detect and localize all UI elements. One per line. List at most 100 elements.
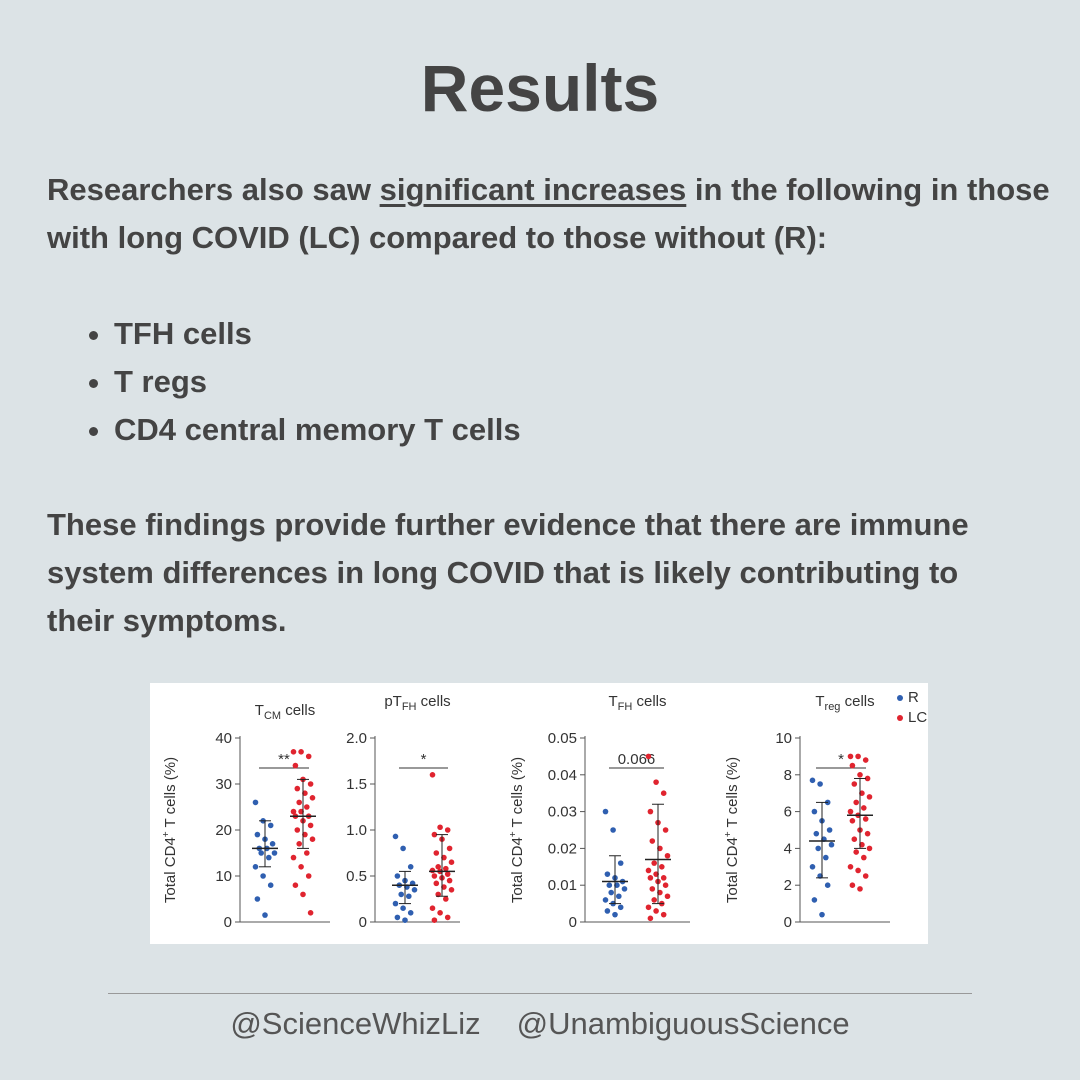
- data-point: [610, 827, 616, 833]
- y-tick-label: 10: [215, 868, 232, 885]
- intro-text: in the following in those with long COVI…: [47, 172, 1050, 255]
- title-sub: CM: [264, 710, 281, 722]
- data-point: [294, 785, 301, 792]
- data-point: [271, 850, 278, 856]
- data-point: [433, 850, 440, 856]
- bullet: CD4 central memory T cells: [114, 406, 521, 454]
- data-point: [294, 827, 301, 833]
- title-sub: FH: [618, 701, 633, 713]
- y-axis-label: Total CD4+ T cells (%): [723, 757, 741, 903]
- data-point: [616, 893, 622, 900]
- data-point: [660, 790, 667, 796]
- data-point: [862, 816, 869, 822]
- data-point: [811, 897, 818, 903]
- data-point: [813, 830, 820, 837]
- data-point: [645, 904, 652, 911]
- data-point: [394, 914, 401, 921]
- data-point: [659, 864, 665, 870]
- label-main: Total CD4: [509, 837, 526, 903]
- data-point: [305, 873, 312, 879]
- data-point: [849, 882, 856, 888]
- data-point: [305, 753, 312, 760]
- data-point: [290, 808, 297, 815]
- y-tick-label: 2: [784, 877, 792, 894]
- data-point: [444, 871, 451, 877]
- data-point: [653, 908, 659, 914]
- data-point: [851, 781, 858, 787]
- data-point: [828, 841, 835, 848]
- data-point: [292, 882, 299, 888]
- data-point: [400, 905, 406, 911]
- data-point: [443, 865, 449, 872]
- label-sup: +: [161, 831, 172, 837]
- divider: [108, 993, 972, 994]
- data-point: [809, 864, 816, 870]
- y-tick-label: 8: [784, 767, 792, 784]
- data-point: [267, 882, 274, 888]
- data-point: [823, 854, 829, 861]
- data-point: [608, 889, 614, 896]
- title-main: T: [815, 693, 824, 710]
- y-tick-label: 30: [215, 776, 232, 793]
- data-point: [298, 749, 304, 755]
- data-point: [407, 910, 414, 916]
- data-point: [444, 827, 451, 833]
- title-tail: cells: [281, 702, 315, 719]
- data-point: [392, 900, 399, 907]
- title-sub: FH: [402, 701, 417, 713]
- y-tick-label: 0: [569, 914, 577, 931]
- legend-label: LC: [908, 709, 927, 726]
- data-point: [617, 860, 624, 866]
- data-point: [645, 753, 652, 760]
- data-point: [849, 762, 856, 769]
- data-point: [647, 808, 654, 815]
- data-point: [651, 860, 657, 866]
- y-tick-label: 4: [784, 840, 792, 857]
- data-point: [862, 873, 869, 879]
- y-tick-label: 1.0: [346, 822, 367, 839]
- data-point: [398, 891, 404, 898]
- data-point: [864, 830, 871, 837]
- data-point: [431, 873, 438, 879]
- panel-title: TFH cells: [608, 693, 666, 713]
- data-point: [402, 917, 408, 923]
- data-point: [262, 912, 268, 918]
- y-tick-label: 40: [215, 730, 232, 747]
- footer: @ScienceWhizLiz @UnambiguousScience: [0, 1006, 1080, 1042]
- data-point: [448, 887, 455, 893]
- data-point: [815, 845, 821, 852]
- y-tick-label: 0.04: [548, 767, 577, 784]
- data-point: [290, 854, 297, 861]
- data-point: [446, 845, 453, 852]
- handle: @ScienceWhizLiz: [230, 1006, 481, 1041]
- label-tail: T cells (%): [162, 757, 179, 831]
- significance-label: *: [838, 751, 844, 768]
- bullet: T regs: [114, 358, 521, 406]
- data-point: [254, 896, 261, 902]
- data-point: [819, 911, 825, 918]
- data-point: [411, 887, 418, 893]
- y-tick-label: 0.03: [548, 804, 577, 821]
- title-main: pT: [384, 693, 402, 710]
- data-point: [849, 818, 856, 824]
- legend-marker: [897, 695, 903, 701]
- data-point: [649, 838, 656, 844]
- data-point: [861, 805, 867, 811]
- emphasis: significant increases: [379, 172, 687, 207]
- panel-title: TCM cells: [255, 702, 315, 722]
- title: Results: [420, 51, 660, 125]
- panel-title: Treg cells: [815, 693, 874, 713]
- data-point: [647, 915, 654, 922]
- legend-label: R: [908, 689, 919, 706]
- data-point: [444, 914, 451, 921]
- data-point: [292, 762, 299, 769]
- data-point: [304, 850, 310, 856]
- data-point: [857, 886, 863, 892]
- data-point: [406, 893, 412, 900]
- data-point: [431, 917, 438, 923]
- data-point: [826, 827, 833, 833]
- data-point: [645, 867, 652, 874]
- title-main: T: [255, 702, 264, 719]
- significance-label: *: [421, 751, 427, 768]
